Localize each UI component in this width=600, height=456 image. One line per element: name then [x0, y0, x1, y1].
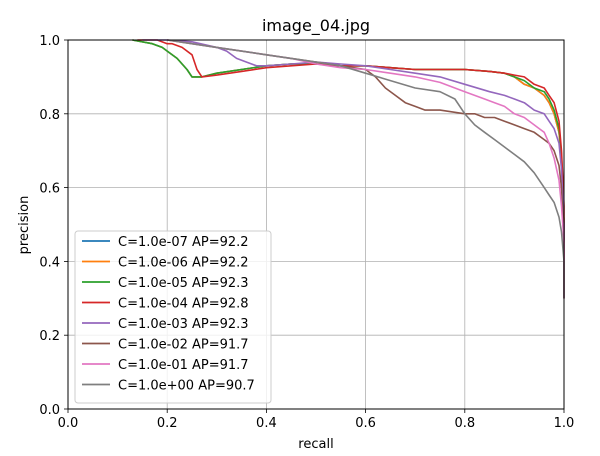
legend-box	[74, 230, 272, 404]
series-line-3	[137, 39, 565, 299]
y-tick-label: 1.0	[39, 34, 60, 49]
legend: C=1.0e-07 AP=92.2 C=1.0e-06 AP=92.2 C=1.0e…	[74, 230, 272, 404]
legend-label: C=1.0e-04 AP=92.8	[118, 297, 249, 312]
y-tick-label: 0.6	[39, 182, 60, 197]
legend-label: C=1.0e-02 AP=91.7	[118, 338, 249, 353]
x-tick-label: 0.0	[58, 416, 79, 431]
x-tick-label: 1.0	[554, 416, 575, 431]
legend-label: C=1.0e-07 AP=92.2	[118, 235, 249, 250]
y-axis-label: precision	[17, 196, 32, 255]
x-axis-label: recall	[298, 437, 333, 452]
legend-label: C=1.0e-06 AP=92.2	[118, 256, 249, 271]
series-line-4	[142, 39, 565, 299]
y-tick-label: 0.4	[39, 255, 60, 270]
chart-title: image_04.jpg	[262, 16, 370, 36]
x-tick-label: 0.8	[454, 416, 475, 431]
x-tick-label: 0.2	[157, 416, 178, 431]
series-line-6	[167, 39, 565, 299]
plot-frame	[67, 39, 565, 410]
x-tick-label: 0.6	[355, 416, 376, 431]
legend-label: C=1.0e+00 AP=90.7	[118, 379, 255, 394]
y-tick-label: 0.2	[39, 329, 60, 344]
series-lines	[132, 39, 565, 299]
series-line-7	[167, 39, 565, 299]
legend-label: C=1.0e-01 AP=91.7	[118, 358, 249, 373]
legend-label: C=1.0e-03 AP=92.3	[118, 317, 249, 332]
y-tick-label: 0.0	[39, 403, 60, 418]
axis-ticks: 0.0 0.2 0.4 0.6 0.8 1.0 0.0 0.2 0.4 0.6 0.8 1.0	[39, 34, 574, 431]
y-tick-label: 0.8	[39, 108, 60, 123]
legend-label: C=1.0e-05 AP=92.3	[118, 276, 249, 291]
x-tick-label: 0.4	[256, 416, 277, 431]
